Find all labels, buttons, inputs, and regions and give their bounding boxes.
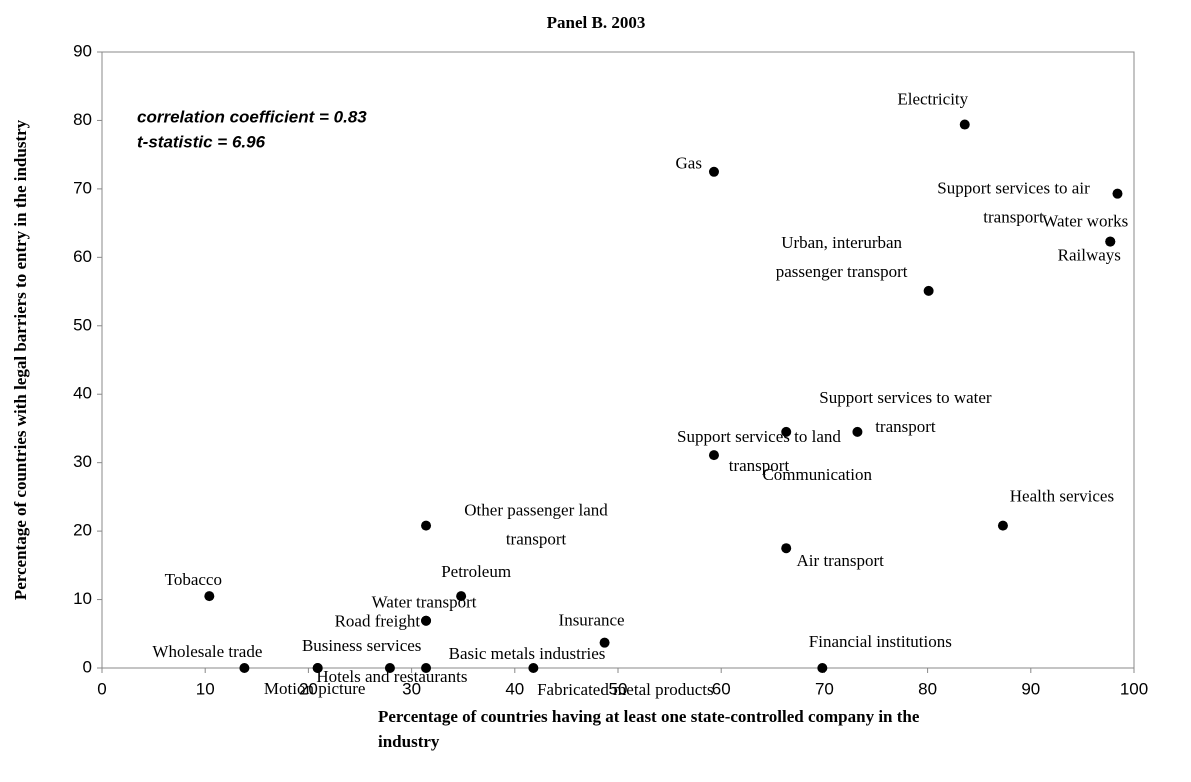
y-tick-label: 60 — [73, 247, 92, 266]
annotation: correlation coefficient = 0.83 — [137, 107, 367, 126]
point-label: Wholesale trade — [152, 642, 262, 661]
point-label-line: Other passenger land — [464, 501, 608, 520]
x-tick-label: 80 — [918, 679, 937, 698]
x-tick-label: 0 — [97, 679, 106, 698]
point — [1105, 236, 1116, 247]
point — [204, 591, 215, 602]
point-label: Financial institutions — [809, 632, 952, 651]
y-tick-label: 30 — [73, 452, 92, 471]
x-tick-label: 60 — [712, 679, 731, 698]
point — [708, 450, 719, 461]
y-tick-label: 50 — [73, 315, 92, 334]
point-label-line: Support services to land — [677, 427, 841, 446]
point-label: Fabricated metal products — [537, 680, 714, 699]
point-label: Road freight — [335, 612, 421, 631]
y-tick-label: 90 — [73, 41, 92, 60]
x-tick-label: 90 — [1021, 679, 1040, 698]
point-label: Motion picture — [264, 679, 366, 698]
point — [923, 285, 934, 296]
x-tick-label: 10 — [196, 679, 215, 698]
point — [421, 615, 432, 626]
y-tick-label: 0 — [83, 657, 92, 676]
point — [384, 663, 395, 673]
x-tick-label: 50 — [609, 679, 628, 698]
x-tick-label: 20 — [299, 679, 318, 698]
point-label-line: Support services to water — [819, 388, 992, 407]
point-label: Water works — [1042, 211, 1128, 230]
point-label: Air transport — [797, 551, 885, 570]
point-label: Hotels and restaurants — [316, 667, 467, 686]
y-tick-label: 70 — [73, 178, 92, 197]
point-label: Communication — [762, 465, 872, 484]
x-tick-label: 100 — [1120, 679, 1148, 698]
x-axis-label-line: Percentage of countries having at least … — [378, 707, 920, 726]
point-label: Gas — [676, 154, 702, 173]
point — [1112, 188, 1123, 199]
point — [239, 663, 250, 673]
point-label: Other passenger land transport — [464, 501, 608, 549]
point-label: Support services to water transport — [819, 388, 992, 436]
point — [528, 663, 539, 673]
point-label: Health services — [1010, 487, 1114, 506]
point-label-line: transport — [875, 417, 936, 436]
annotation: t-statistic = 6.96 — [137, 132, 266, 151]
point — [456, 591, 467, 602]
point-label: Electricity — [897, 89, 968, 108]
y-tick-label: 40 — [73, 384, 92, 403]
x-tick-label: 40 — [505, 679, 524, 698]
y-tick-label: 10 — [73, 589, 92, 608]
point — [997, 520, 1008, 531]
y-axis-label: Percentage of countries with legal barri… — [11, 119, 30, 600]
point-label-line: Urban, interurban — [781, 233, 902, 252]
x-tick-label: 30 — [402, 679, 421, 698]
point — [708, 166, 719, 177]
point-label: Business services — [302, 636, 421, 655]
x-tick-label: 70 — [815, 679, 834, 698]
point-label-line: passenger transport — [776, 262, 908, 281]
chart-title: Panel B. 2003 — [547, 13, 646, 32]
x-axis-label-line: industry — [378, 732, 440, 751]
point — [421, 663, 432, 673]
point — [312, 663, 323, 673]
point — [781, 543, 792, 554]
point-label: Railways — [1058, 245, 1121, 264]
point — [781, 426, 792, 437]
point-label-line: Support services to air — [937, 179, 1090, 198]
point-label: Support services to land transport — [677, 427, 841, 475]
point-label-line: transport — [506, 530, 567, 549]
point-label: Support services to air transport — [937, 179, 1090, 227]
point — [852, 426, 863, 437]
point — [817, 663, 828, 673]
y-tick-label: 20 — [73, 521, 92, 540]
point-label: Tobacco — [165, 570, 222, 589]
point-label-line: transport — [729, 456, 790, 475]
point-label: Basic metals industries — [449, 644, 606, 663]
point-label: Water transport — [372, 593, 477, 612]
point-label: Urban, interurban passenger transport — [776, 233, 908, 281]
y-tick-label: 80 — [73, 110, 92, 129]
point-label: Petroleum — [441, 562, 511, 581]
point — [959, 119, 970, 130]
point-label: Insurance — [559, 611, 625, 630]
point-label-line: transport — [983, 208, 1044, 227]
point — [421, 520, 432, 531]
x-axis-label: Percentage of countries having at least … — [378, 707, 920, 751]
point — [599, 637, 610, 648]
